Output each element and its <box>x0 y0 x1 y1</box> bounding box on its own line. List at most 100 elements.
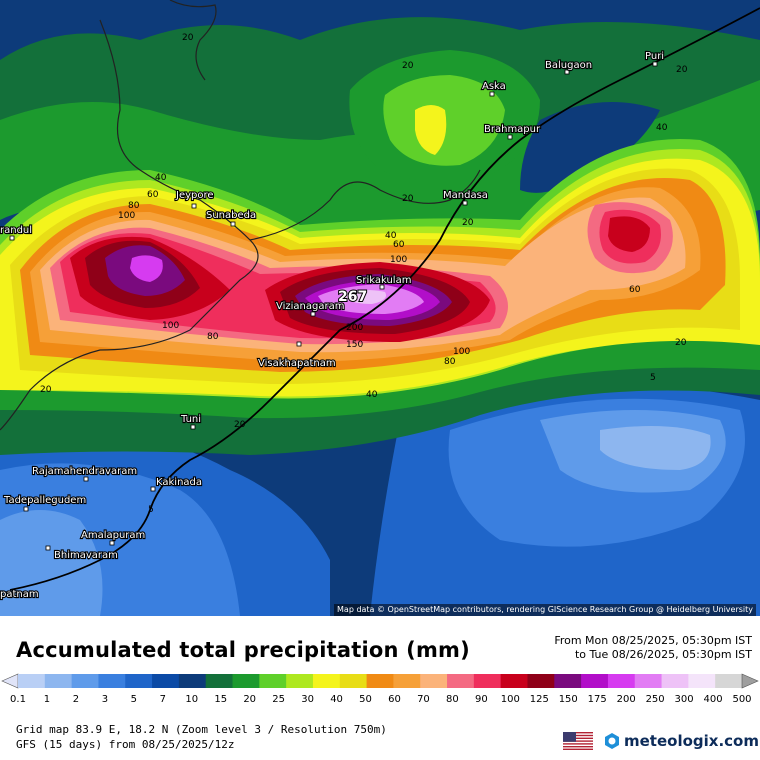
legend-swatch <box>500 674 528 688</box>
color-scale-legend: 0.1 1 2 3 5 7 10 15 20 25 30 40 50 60 70 80 90 100 125 150 1… <box>1 673 759 705</box>
precip-zone-low <box>0 510 103 616</box>
legend-level-label: 3 <box>102 694 108 705</box>
legend-level-label: 1 <box>44 694 50 705</box>
contour-label: 20 <box>676 65 688 75</box>
legend-swatch <box>98 674 126 688</box>
grid-info-line2: GFS (15 days) from 08/25/2025/12z <box>16 738 235 751</box>
us-flag-icon[interactable] <box>563 732 593 750</box>
legend-swatch <box>661 674 689 688</box>
legend-level-label: 0.1 <box>10 694 26 705</box>
grid-info-line1: Grid map 83.9 E, 18.2 N (Zoom level 3 / … <box>16 723 387 736</box>
legend-level-label: 250 <box>646 694 665 705</box>
legend-swatch <box>71 674 99 688</box>
legend-swatch <box>473 674 502 688</box>
legend-swatch <box>581 674 609 688</box>
legend-swatch <box>554 674 582 688</box>
legend-swatch <box>286 674 314 688</box>
city-jeypore[interactable]: Jeypore <box>174 189 215 209</box>
contour-label: 40 <box>385 231 397 241</box>
legend-swatch <box>607 674 636 688</box>
city-patnam[interactable]: patnam <box>0 588 40 601</box>
period-from: From Mon 08/25/2025, 05:30pm IST <box>554 634 752 647</box>
city-amalapuram[interactable]: Amalapuram <box>80 529 146 546</box>
city-vizianagaram[interactable]: Vizianagaram <box>275 300 346 317</box>
legend-swatch <box>634 674 663 688</box>
legend-swatch <box>366 674 394 688</box>
svg-text:Tuni: Tuni <box>180 414 201 425</box>
city-bhimavaram[interactable]: Bhimavaram <box>45 545 119 562</box>
svg-text:randul: randul <box>0 225 32 236</box>
contour-label: 100 <box>118 211 135 221</box>
legend-title: Accumulated total precipitation (mm) <box>16 638 470 662</box>
contour-label: 60 <box>629 285 641 295</box>
svg-text:Aska: Aska <box>482 81 506 92</box>
svg-text:Puri: Puri <box>645 51 664 62</box>
city-puri[interactable]: Puri <box>644 50 665 67</box>
city-sunabeda[interactable]: Sunabeda <box>205 209 257 227</box>
contour-label: 40 <box>366 390 378 400</box>
contour-label: 200 <box>346 323 363 333</box>
legend-level-label: 200 <box>617 694 636 705</box>
legend-swatch <box>18 674 46 688</box>
legend-level-label: 60 <box>388 694 401 705</box>
legend-level-label: 15 <box>214 694 227 705</box>
contour-label: 20 <box>402 194 414 204</box>
state-border <box>249 169 481 241</box>
precip-zone-high <box>608 216 650 252</box>
legend-swatch <box>420 674 448 688</box>
contour-label: 20 <box>675 338 687 348</box>
legend-swatch <box>715 674 743 688</box>
legend-swatch <box>205 674 234 688</box>
legend-swatch <box>393 674 421 688</box>
contour-label: 60 <box>393 240 405 250</box>
city-kakinada[interactable]: Kakinada <box>150 476 203 492</box>
city-tuni[interactable]: Tuni <box>179 413 202 430</box>
map-attribution: Map data © OpenStreetMap contributors, r… <box>334 604 756 616</box>
contour-label: 40 <box>656 123 668 133</box>
brand-logo[interactable]: meteologix.com <box>603 730 759 752</box>
city-mandasa[interactable]: Mandasa <box>442 189 489 206</box>
contour-label: 20 <box>182 33 194 43</box>
svg-text:Amalapuram: Amalapuram <box>81 530 145 541</box>
legend-level-label: 90 <box>475 694 488 705</box>
svg-text:Brahmapur: Brahmapur <box>484 124 541 135</box>
svg-text:Visakhapatnam: Visakhapatnam <box>258 358 336 369</box>
svg-text:Srikakulam: Srikakulam <box>356 275 411 286</box>
precip-zone-low <box>520 102 660 193</box>
map-canvas: Balugaon Puri Aska Brahmapur Jeypore Sun… <box>0 0 760 616</box>
city-visakhapatnam[interactable]: Visakhapatnam <box>257 341 337 370</box>
forecast-period: From Mon 08/25/2025, 05:30pm IST to Tue … <box>554 634 752 662</box>
city-rajamahendravaram[interactable]: Rajamahendravaram <box>31 465 138 482</box>
city-randul[interactable]: randul <box>0 224 33 241</box>
svg-text:Vizianagaram: Vizianagaram <box>276 301 344 312</box>
city-brahmapur[interactable]: Brahmapur <box>483 123 542 140</box>
precipitation-map[interactable]: Balugaon Puri Aska Brahmapur Jeypore Sun… <box>0 0 760 616</box>
legend-level-label: 7 <box>160 694 166 705</box>
svg-text:Tadepallegudem: Tadepallegudem <box>3 495 86 506</box>
city-aska[interactable]: Aska <box>481 80 507 97</box>
legend-level-label: 150 <box>559 694 578 705</box>
contour-label: 60 <box>147 190 159 200</box>
legend-level-label: 50 <box>359 694 372 705</box>
city-tadepallegudem[interactable]: Tadepallegudem <box>2 494 87 512</box>
legend-level-label: 70 <box>417 694 430 705</box>
legend-level-label: 20 <box>243 694 256 705</box>
svg-text:Kakinada: Kakinada <box>156 477 202 488</box>
svg-text:Jeypore: Jeypore <box>175 190 214 201</box>
legend-swatch <box>688 674 716 688</box>
legend-level-label: 500 <box>732 694 751 705</box>
legend-level-label: 80 <box>446 694 459 705</box>
legend-swatch <box>339 674 368 688</box>
legend-level-label: 40 <box>330 694 343 705</box>
legend-swatch <box>232 674 260 688</box>
contour-label: 5 <box>148 505 154 515</box>
contour-label: 80 <box>128 201 140 211</box>
svg-text:Rajamahendravaram: Rajamahendravaram <box>32 466 137 477</box>
city-srikakulam[interactable]: Srikakulam <box>355 274 413 290</box>
legend-level-label: 25 <box>272 694 285 705</box>
legend-swatch <box>527 674 555 688</box>
state-border <box>169 0 217 81</box>
city-balugaon[interactable]: Balugaon <box>544 59 593 75</box>
contour-label: 80 <box>444 357 456 367</box>
meteologix-logo-icon <box>605 733 619 749</box>
